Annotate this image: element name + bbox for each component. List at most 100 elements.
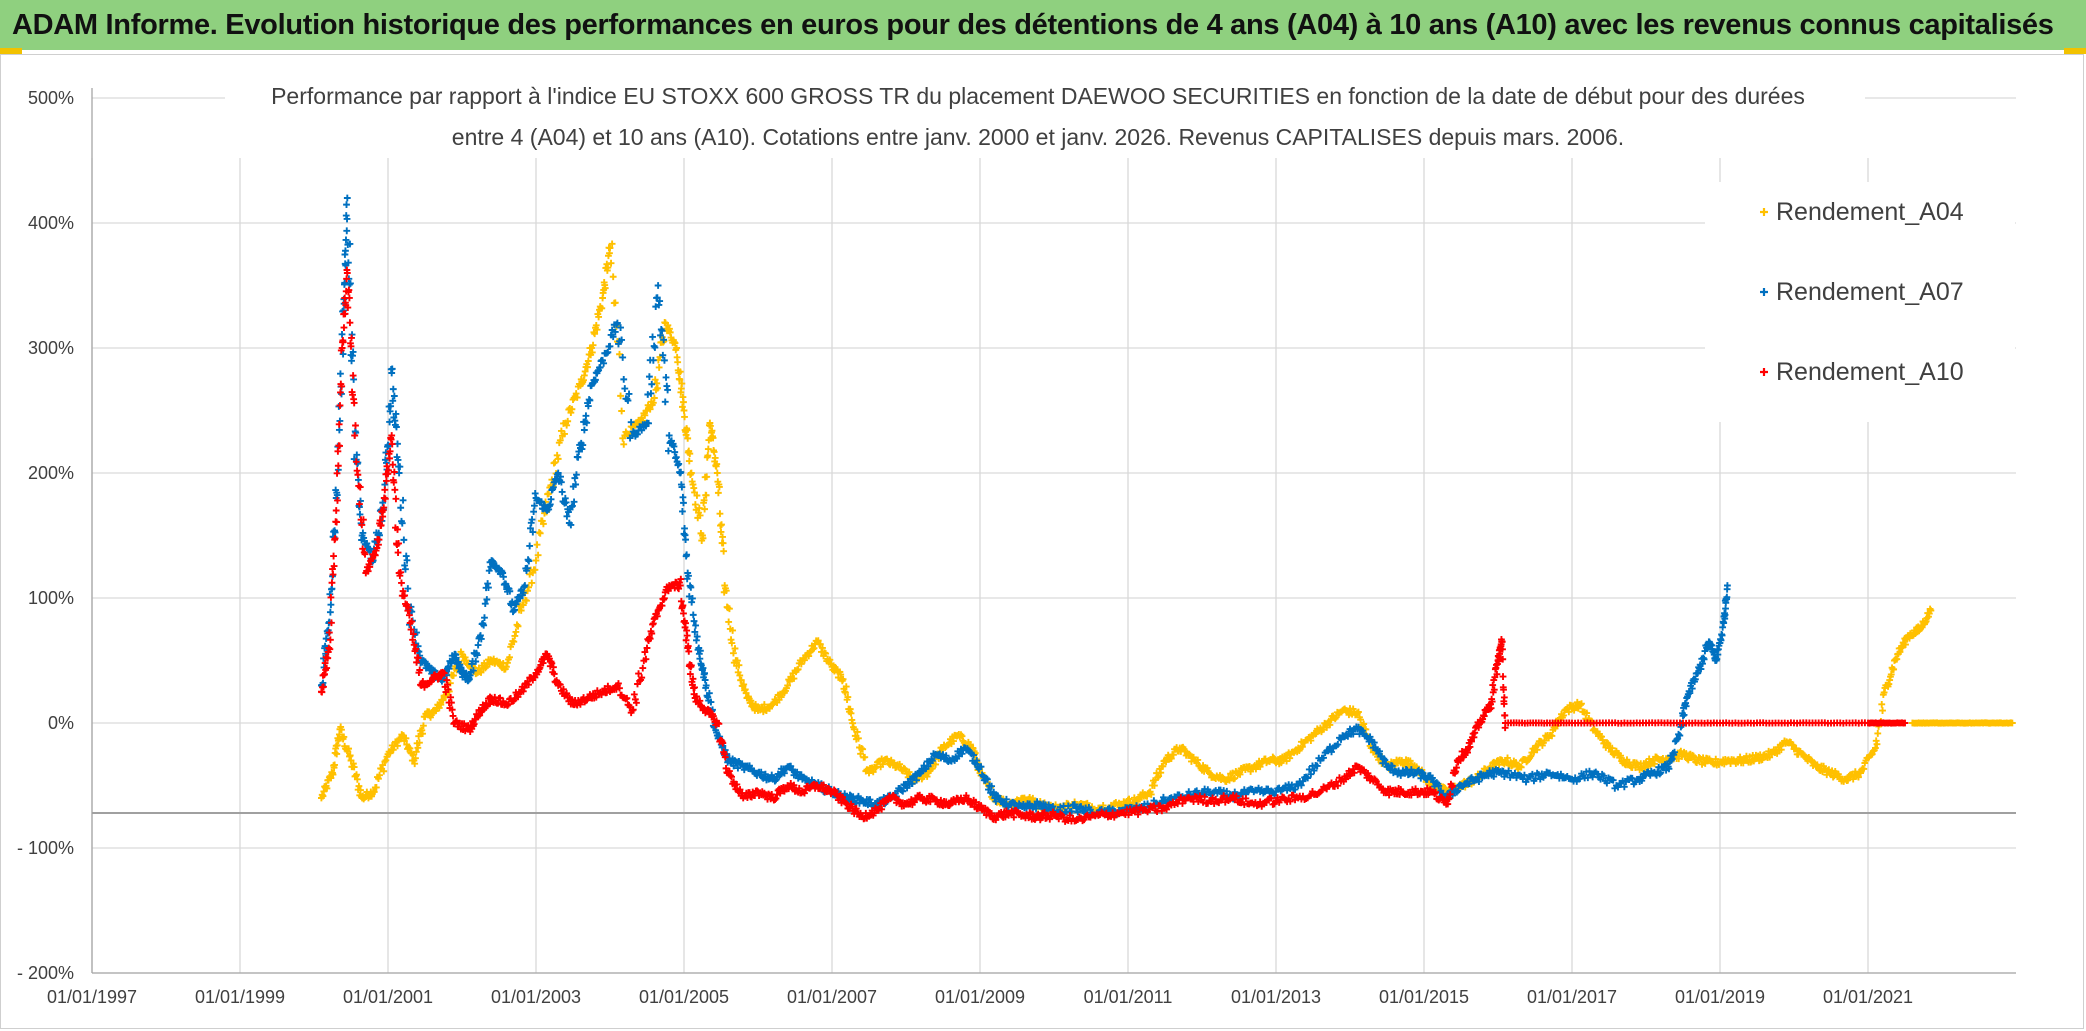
data-point-rendement-a10 bbox=[1453, 764, 1460, 772]
data-point-rendement-a07 bbox=[685, 572, 692, 580]
data-point-rendement-a07 bbox=[617, 324, 624, 331]
data-point-rendement-a04 bbox=[929, 764, 936, 772]
data-point-rendement-a10 bbox=[525, 681, 532, 689]
data-point-rendement-a07 bbox=[1032, 805, 1040, 812]
data-point-rendement-a10 bbox=[519, 687, 527, 695]
data-point-rendement-a10 bbox=[325, 629, 333, 636]
data-point-rendement-a04 bbox=[598, 304, 606, 312]
data-point-rendement-a04 bbox=[967, 741, 974, 748]
data-point-rendement-a04 bbox=[524, 587, 531, 595]
data-point-rendement-a04 bbox=[1151, 782, 1158, 789]
data-point-rendement-a10 bbox=[795, 784, 803, 792]
data-point-rendement-a10 bbox=[520, 684, 528, 692]
data-point-rendement-a07 bbox=[707, 698, 715, 706]
data-point-rendement-a04 bbox=[333, 741, 341, 749]
data-point-rendement-a07 bbox=[1639, 774, 1647, 782]
data-point-rendement-a10 bbox=[386, 447, 394, 455]
data-point-rendement-a04 bbox=[1560, 712, 1567, 719]
data-point-rendement-a07 bbox=[403, 556, 411, 564]
data-point-rendement-a07 bbox=[624, 397, 632, 404]
data-point-rendement-a04 bbox=[719, 533, 726, 541]
data-point-rendement-a10 bbox=[410, 641, 418, 649]
data-point-rendement-a10 bbox=[639, 664, 647, 672]
data-point-rendement-a10 bbox=[339, 338, 347, 346]
data-point-rendement-a07 bbox=[408, 608, 416, 616]
data-point-rendement-a04 bbox=[323, 784, 331, 792]
data-point-rendement-a07 bbox=[973, 757, 981, 764]
data-point-rendement-a07 bbox=[570, 498, 578, 506]
data-point-rendement-a07 bbox=[523, 564, 531, 572]
legend-marker bbox=[1760, 368, 1768, 376]
data-point-rendement-a07 bbox=[699, 664, 707, 672]
data-point-rendement-a04 bbox=[676, 368, 684, 376]
data-point-rendement-a07 bbox=[1717, 636, 1725, 644]
data-point-rendement-a04 bbox=[685, 457, 693, 465]
data-point-rendement-a04 bbox=[327, 774, 335, 782]
data-point-rendement-a04 bbox=[620, 440, 628, 448]
data-point-rendement-a04 bbox=[651, 394, 658, 402]
data-point-rendement-a04 bbox=[716, 510, 724, 518]
data-point-rendement-a07 bbox=[662, 374, 670, 381]
data-point-rendement-a04 bbox=[503, 663, 510, 671]
data-point-rendement-a07 bbox=[1297, 781, 1305, 789]
data-point-rendement-a07 bbox=[1454, 787, 1462, 795]
data-point-rendement-a07 bbox=[1722, 605, 1729, 612]
data-point-rendement-a07 bbox=[353, 451, 361, 459]
data-point-rendement-a10 bbox=[852, 805, 860, 812]
data-point-rendement-a04 bbox=[402, 734, 410, 742]
data-point-rendement-a07 bbox=[1600, 772, 1608, 780]
data-point-rendement-a07 bbox=[1505, 767, 1512, 775]
data-point-rendement-a07 bbox=[337, 370, 344, 378]
data-point-rendement-a10 bbox=[335, 420, 343, 428]
data-point-rendement-a04 bbox=[1548, 732, 1556, 740]
data-point-rendement-a07 bbox=[338, 330, 346, 338]
data-point-rendement-a04 bbox=[646, 405, 654, 413]
data-point-rendement-a07 bbox=[397, 504, 405, 512]
data-point-rendement-a04 bbox=[375, 775, 382, 783]
data-point-rendement-a10 bbox=[646, 635, 654, 643]
data-point-rendement-a07 bbox=[614, 319, 621, 327]
data-point-rendement-a04 bbox=[554, 455, 562, 463]
data-point-rendement-a07 bbox=[1682, 702, 1690, 710]
data-point-rendement-a10 bbox=[338, 382, 346, 390]
data-point-rendement-a10 bbox=[727, 772, 734, 779]
data-point-rendement-a04 bbox=[857, 750, 864, 758]
data-point-rendement-a07 bbox=[326, 590, 334, 598]
data-point-rendement-a04 bbox=[1844, 776, 1852, 784]
data-point-rendement-a07 bbox=[1557, 770, 1565, 778]
data-point-rendement-a04 bbox=[357, 786, 364, 794]
data-point-rendement-a07 bbox=[696, 655, 704, 663]
data-point-rendement-a04 bbox=[1578, 700, 1585, 708]
data-point-rendement-a07 bbox=[654, 282, 662, 289]
data-point-rendement-a04 bbox=[514, 622, 522, 630]
data-point-rendement-a07 bbox=[1388, 762, 1396, 770]
data-point-rendement-a04 bbox=[420, 722, 427, 730]
data-point-rendement-a07 bbox=[1676, 732, 1684, 739]
data-point-rendement-a04 bbox=[726, 605, 733, 613]
data-point-rendement-a10 bbox=[409, 636, 416, 644]
data-point-rendement-a10 bbox=[1267, 794, 1275, 802]
data-point-rendement-a07 bbox=[398, 519, 406, 527]
data-point-rendement-a10 bbox=[414, 654, 422, 662]
data-point-rendement-a10 bbox=[505, 700, 512, 708]
data-point-rendement-a07 bbox=[625, 390, 633, 398]
data-point-rendement-a10 bbox=[615, 680, 622, 687]
data-point-rendement-a07 bbox=[327, 601, 335, 609]
data-point-rendement-a07 bbox=[1320, 754, 1327, 762]
data-point-rendement-a04 bbox=[609, 273, 617, 281]
data-point-rendement-a10 bbox=[1493, 670, 1501, 678]
data-point-rendement-a07 bbox=[627, 418, 635, 426]
data-point-rendement-a07 bbox=[1528, 770, 1536, 778]
data-point-rendement-a10 bbox=[726, 767, 733, 775]
data-point-rendement-a07 bbox=[687, 583, 695, 591]
data-point-rendement-a04 bbox=[678, 380, 686, 387]
data-point-rendement-a04 bbox=[1159, 762, 1167, 770]
data-point-rendement-a07 bbox=[396, 463, 404, 471]
data-point-rendement-a07 bbox=[1688, 685, 1696, 692]
data-point-rendement-a07 bbox=[558, 488, 566, 496]
data-point-rendement-a07 bbox=[1614, 783, 1622, 791]
data-point-rendement-a04 bbox=[714, 489, 722, 497]
data-point-rendement-a07 bbox=[657, 331, 664, 339]
data-point-rendement-a04 bbox=[680, 407, 688, 414]
